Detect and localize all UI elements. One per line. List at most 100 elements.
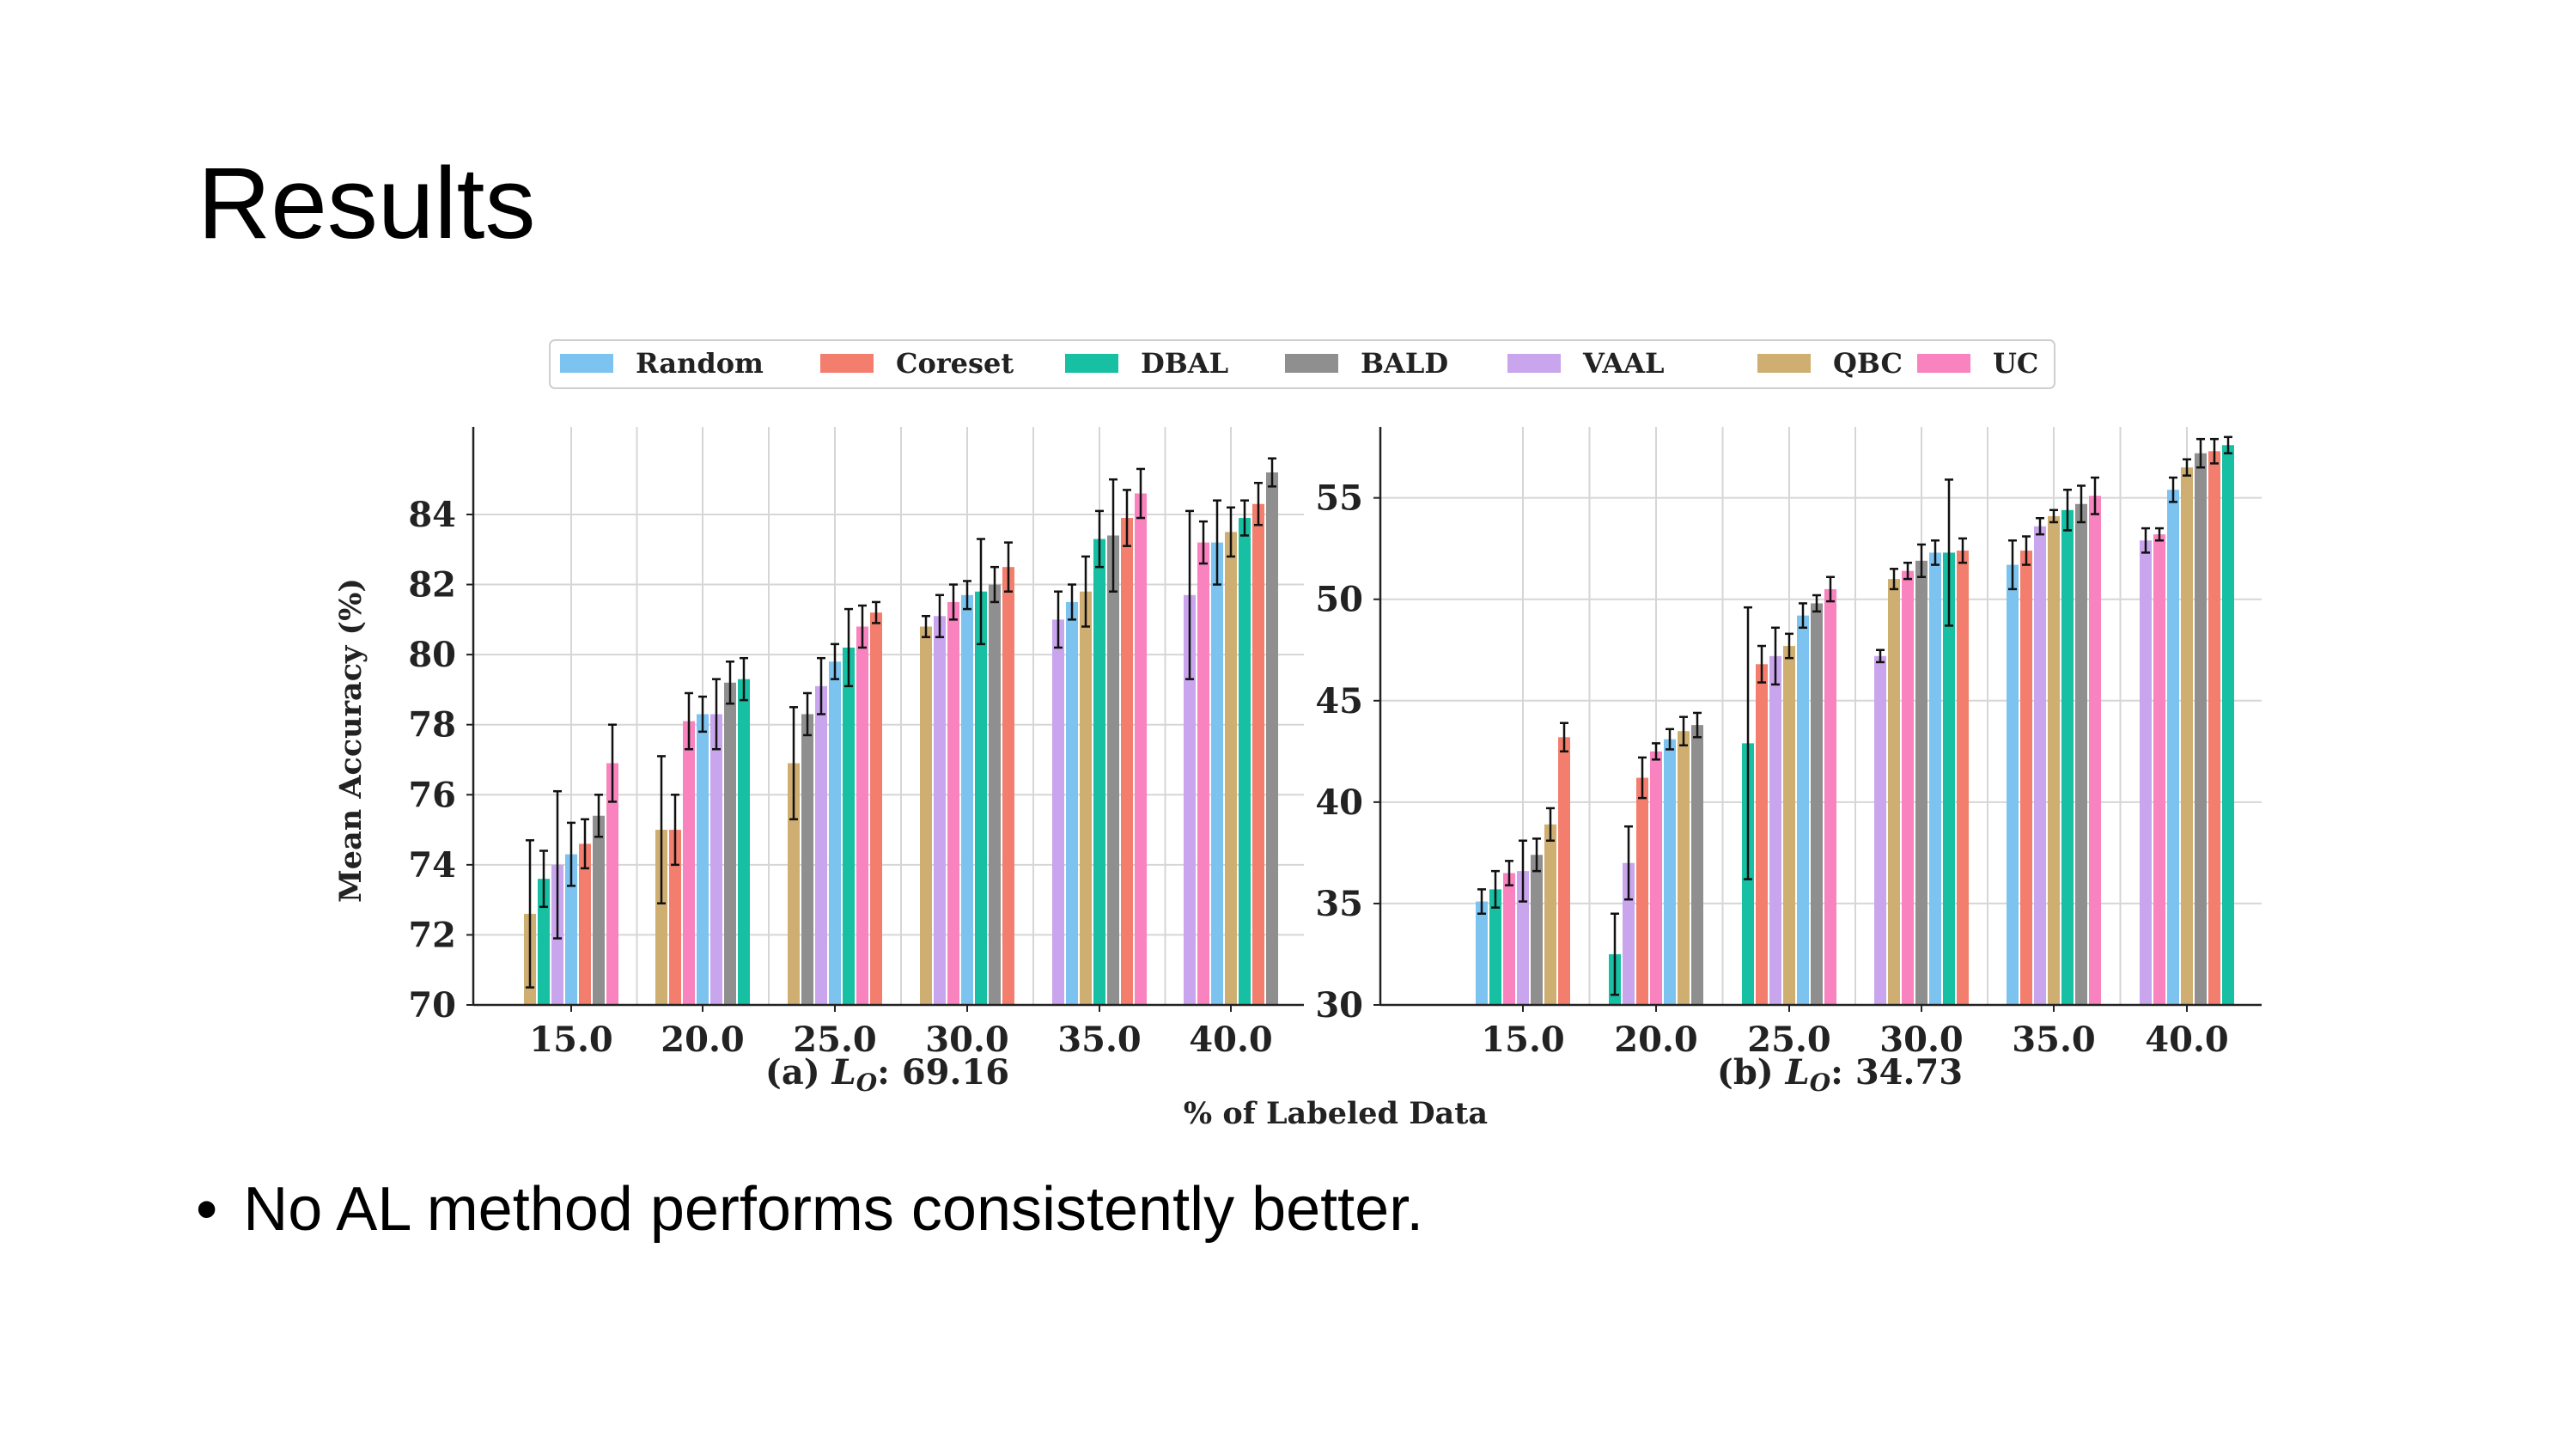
- bar-vaal-30.0: [934, 616, 946, 1005]
- panel-caption-b: (b) LO: 34.73: [1717, 1052, 1963, 1097]
- x-tick-label: 30.0: [925, 1020, 1008, 1060]
- x-tick-label: 20.0: [661, 1020, 744, 1060]
- bar-random-30.0: [961, 594, 973, 1005]
- y-tick-label: 35: [1315, 884, 1363, 924]
- bar-qbc-40.0: [1225, 532, 1237, 1005]
- bar-qbc-35.0: [1080, 591, 1092, 1005]
- x-tick-label: 15.0: [529, 1020, 612, 1060]
- bar-bald-25.0: [1811, 603, 1823, 1005]
- bar-qbc-25.0: [1783, 646, 1795, 1005]
- bullet-text: No AL method performs consistently bette…: [243, 1175, 1424, 1244]
- bar-coreset-20.0: [669, 830, 681, 1005]
- bar-random-35.0: [1066, 601, 1078, 1005]
- bar-coreset-15.0: [1558, 737, 1570, 1005]
- bar-uc-30.0: [1902, 570, 1914, 1005]
- bar-uc-35.0: [2089, 496, 2101, 1005]
- legend-swatch-qbc: [1757, 354, 1811, 373]
- bar-coreset-40.0: [1252, 503, 1264, 1005]
- bar-random-40.0: [1211, 542, 1223, 1005]
- legend-swatch-coreset: [820, 354, 874, 373]
- bar-dbal-20.0: [738, 679, 750, 1005]
- y-tick-label: 55: [1315, 478, 1363, 519]
- bar-coreset-40.0: [2208, 451, 2220, 1005]
- legend-label-dbal: DBAL: [1141, 347, 1228, 380]
- legend-swatch-uc: [1917, 354, 1970, 373]
- x-tick-label: 15.0: [1481, 1020, 1564, 1060]
- bar-dbal-40.0: [1239, 518, 1251, 1005]
- x-tick-label: 20.0: [1614, 1020, 1697, 1060]
- bar-vaal-25.0: [815, 685, 827, 1005]
- legend-swatch-dbal: [1065, 354, 1118, 373]
- legend-label-bald: BALD: [1361, 347, 1448, 380]
- y-tick-label: 80: [408, 635, 456, 675]
- bar-bald-40.0: [1266, 472, 1278, 1005]
- bar-random-20.0: [1664, 739, 1676, 1005]
- bar-random-20.0: [697, 714, 709, 1005]
- bar-qbc-30.0: [920, 626, 932, 1005]
- bar-bald-15.0: [593, 815, 605, 1005]
- x-tick-label: 30.0: [1879, 1020, 1963, 1060]
- bar-coreset-25.0: [870, 612, 882, 1005]
- bar-random-15.0: [565, 854, 577, 1005]
- bar-vaal-35.0: [2034, 526, 2046, 1005]
- y-tick-label: 72: [408, 915, 456, 955]
- y-tick-label: 74: [408, 845, 456, 886]
- bar-dbal-30.0: [975, 591, 987, 1005]
- bar-dbal-15.0: [538, 879, 550, 1005]
- bar-vaal-20.0: [710, 714, 722, 1005]
- bar-bald-20.0: [724, 682, 736, 1005]
- y-axis-label: Mean Accuracy (%): [333, 578, 368, 903]
- bar-coreset-30.0: [1957, 551, 1969, 1005]
- y-tick-label: 78: [408, 705, 456, 746]
- bar-dbal-30.0: [1943, 552, 1955, 1005]
- legend-label-random: Random: [636, 347, 764, 380]
- bar-uc-20.0: [683, 721, 695, 1005]
- bar-qbc-15.0: [1544, 824, 1556, 1005]
- slide-title: Results: [198, 147, 536, 260]
- bar-bald-35.0: [2075, 503, 2087, 1005]
- bar-uc-15.0: [606, 763, 618, 1005]
- bar-coreset-25.0: [1756, 664, 1768, 1005]
- bar-vaal-30.0: [1874, 655, 1886, 1005]
- legend-label-uc: UC: [1993, 347, 2038, 380]
- chart-panel-a: 70 72 74 76 78 80 82 84 15.0 20.0 25.0 30.0 35.0 40.0…: [333, 427, 1304, 1097]
- shared-x-axis-label: % of Labeled Data: [1184, 1096, 1488, 1131]
- y-tick-label: 76: [408, 775, 456, 815]
- bar-vaal-40.0: [2140, 540, 2152, 1005]
- bar-dbal-25.0: [843, 647, 855, 1005]
- bar-uc-40.0: [2153, 534, 2165, 1005]
- bar-dbal-35.0: [1093, 539, 1105, 1005]
- bar-bald-35.0: [1107, 535, 1119, 1005]
- x-tick-label: 25.0: [1747, 1020, 1830, 1060]
- bar-uc-30.0: [947, 601, 959, 1005]
- bar-coreset-30.0: [1002, 567, 1014, 1005]
- bar-bald-30.0: [989, 584, 1001, 1005]
- bullet-item: • No AL method performs consistently bett…: [196, 1178, 1423, 1240]
- x-tick-label: 25.0: [793, 1020, 876, 1060]
- bar-qbc-35.0: [2048, 515, 2060, 1005]
- bar-dbal-35.0: [2061, 509, 2074, 1005]
- bar-random-15.0: [1476, 901, 1488, 1005]
- bar-uc-15.0: [1503, 873, 1515, 1005]
- y-tick-label: 50: [1315, 580, 1363, 620]
- bar-bald-25.0: [801, 714, 813, 1005]
- bar-coreset-35.0: [1121, 518, 1133, 1005]
- bar-bald-30.0: [1915, 560, 1927, 1005]
- bar-bald-40.0: [2195, 453, 2207, 1005]
- y-tick-label: 82: [408, 565, 456, 606]
- chart-panel-b: 30 35 40 45 50 55 15.0 20.0 25.0 30.0 35.0 40.0 (b) …: [1315, 427, 2262, 1097]
- bar-qbc-30.0: [1888, 579, 1900, 1005]
- bar-vaal-35.0: [1052, 619, 1064, 1005]
- bar-qbc-40.0: [2181, 467, 2193, 1005]
- y-tick-label: 45: [1315, 681, 1363, 721]
- bar-vaal-40.0: [1184, 594, 1196, 1005]
- bar-coreset-15.0: [579, 843, 591, 1005]
- bar-vaal-15.0: [1517, 871, 1529, 1005]
- x-tick-label: 40.0: [2145, 1020, 2228, 1060]
- bar-bald-15.0: [1531, 855, 1543, 1005]
- x-tick-label: 40.0: [1189, 1020, 1272, 1060]
- bar-random-35.0: [2007, 564, 2019, 1005]
- bar-uc-25.0: [856, 626, 868, 1005]
- bar-coreset-35.0: [2020, 551, 2032, 1005]
